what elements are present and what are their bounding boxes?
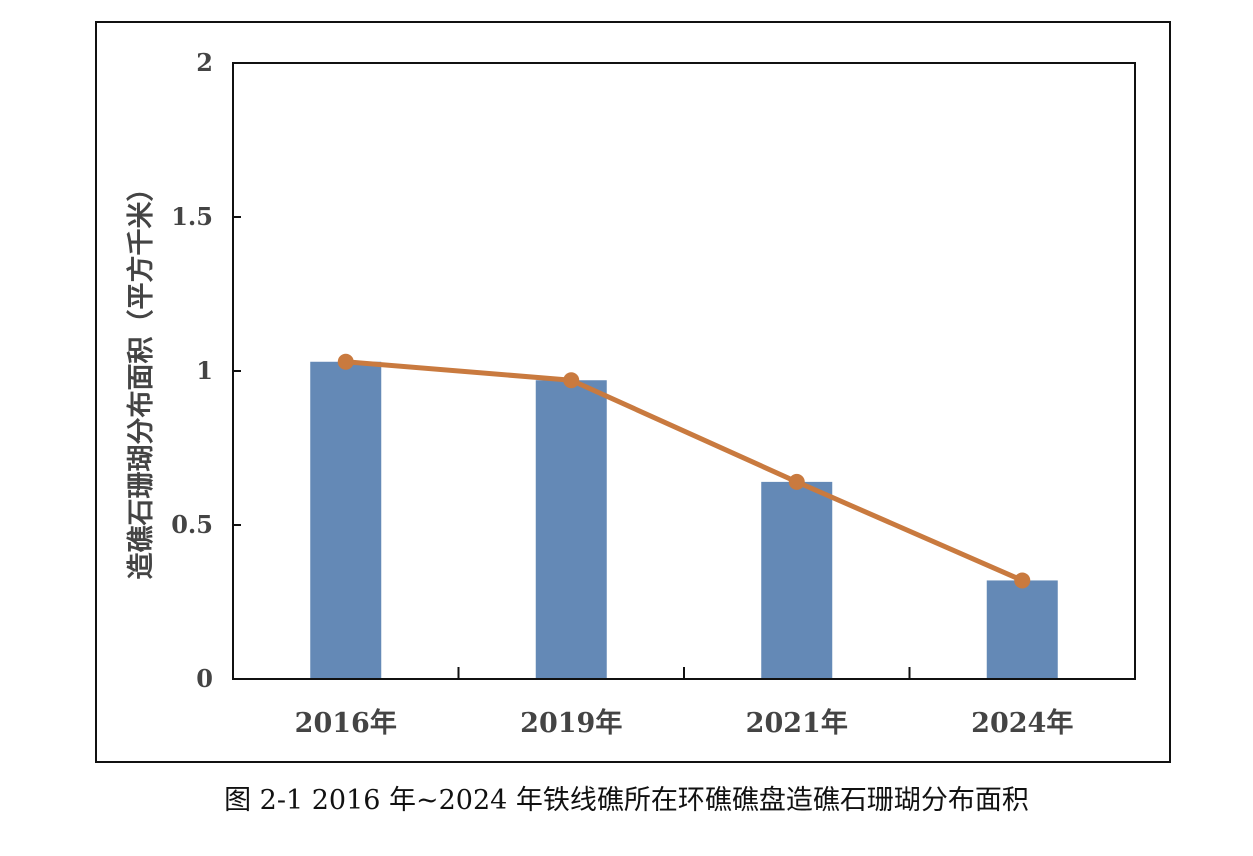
y-tick-label: 2 — [196, 48, 213, 77]
x-tick-label: 2024年 — [971, 707, 1073, 739]
chart-frame — [95, 21, 1171, 763]
y-axis-title: 造礁石珊瑚分布面积（平方千米） — [125, 175, 157, 580]
figure-caption: 图 2-1 2016 年~2024 年铁线礁所在环礁礁盘造礁石珊瑚分布面积 — [224, 785, 1029, 816]
bar-line-chart: 0 0.5 1 1.5 2 2016年 2019年 2021年 2024年 造礁石珊瑚分布面积… — [125, 48, 1136, 739]
x-tick-label: 2016年 — [295, 707, 397, 739]
y-tick-label: 1.5 — [171, 202, 213, 231]
bar — [310, 361, 382, 679]
y-tick-label: 1 — [196, 356, 213, 385]
plot-area-border — [232, 62, 1136, 680]
line-point — [1014, 572, 1031, 589]
bar — [761, 481, 833, 679]
y-axis-ticks: 0 0.5 1 1.5 2 — [171, 48, 241, 693]
y-tick-label: 0.5 — [171, 510, 213, 539]
x-tick-label: 2021年 — [746, 707, 848, 739]
y-axis-title-group: 造礁石珊瑚分布面积（平方千米） — [125, 175, 157, 580]
line-point — [788, 473, 805, 490]
x-axis-ticks: 2016年 2019年 2021年 2024年 — [295, 667, 1073, 739]
y-tick-label: 0 — [196, 664, 213, 693]
x-tick-label: 2019年 — [520, 707, 622, 739]
bar-series — [310, 361, 1058, 679]
line-point — [563, 372, 580, 389]
bar — [535, 380, 607, 679]
bar — [986, 580, 1058, 679]
line-point — [337, 353, 354, 370]
line-series — [337, 353, 1031, 589]
line-path — [345, 359, 1024, 583]
